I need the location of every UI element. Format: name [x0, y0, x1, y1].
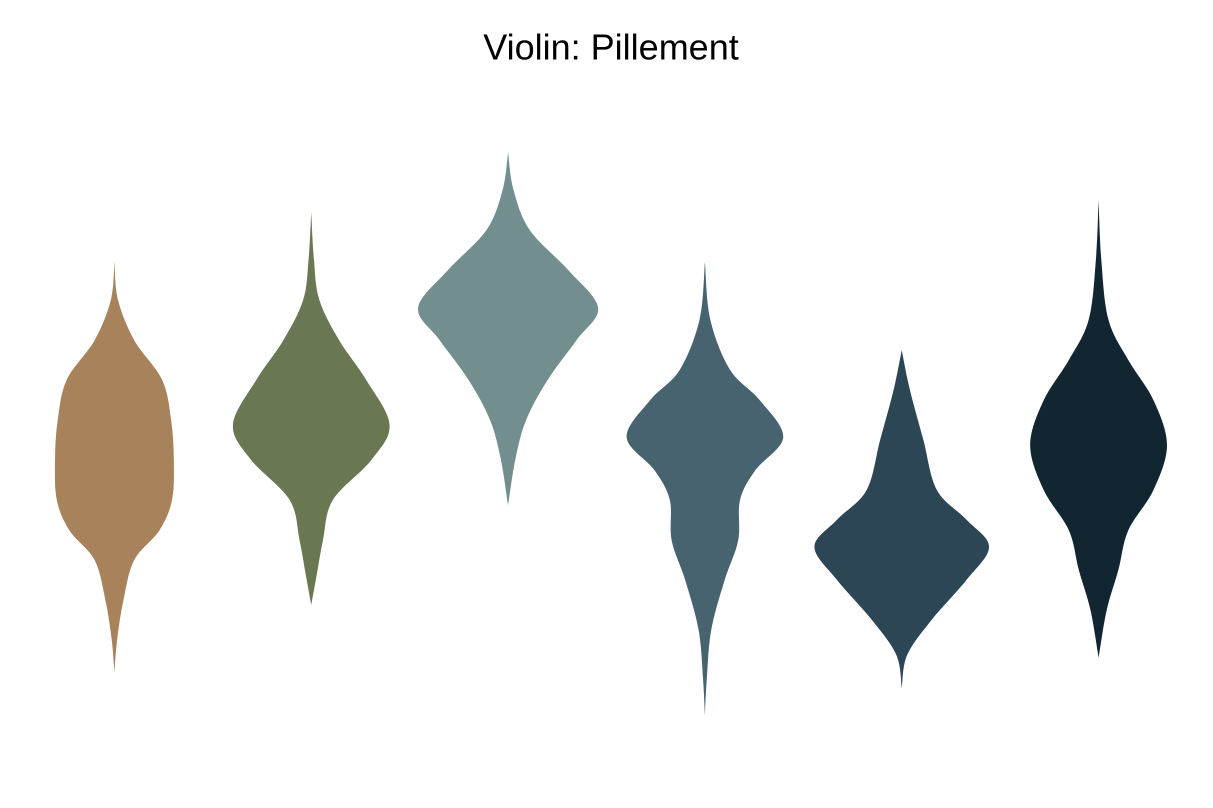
violin	[814, 350, 990, 689]
violin	[232, 212, 390, 605]
violin	[54, 261, 174, 673]
chart-title: Violin: Pillement	[483, 27, 738, 68]
violin	[1030, 200, 1167, 658]
violin	[417, 152, 599, 506]
violin	[626, 261, 784, 716]
